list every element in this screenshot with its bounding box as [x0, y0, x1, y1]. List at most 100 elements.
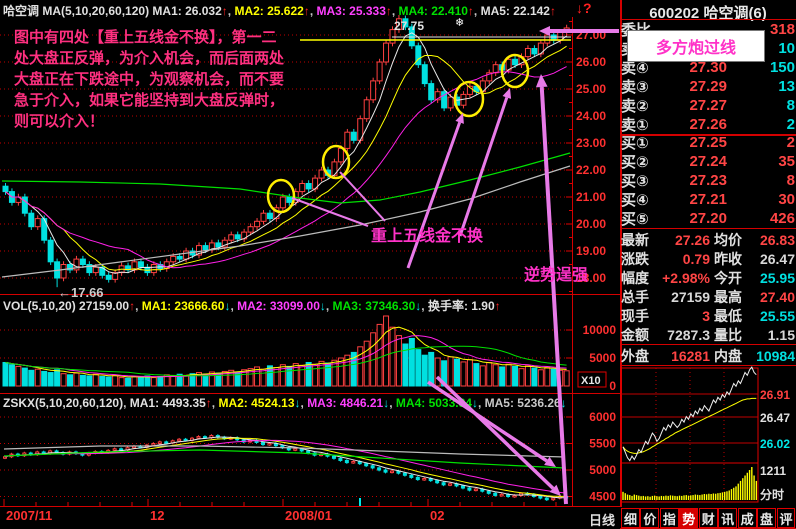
- level-volume: 35: [778, 153, 795, 170]
- buy-row[interactable]: 买③ 27.23 8: [621, 171, 795, 190]
- level-volume: 13: [778, 78, 795, 95]
- note-line: 则可以介入！: [14, 113, 105, 130]
- bottom-tab-bar: 细价指势财讯成盘评: [621, 508, 796, 528]
- level-label: 买③: [621, 173, 649, 190]
- stats-row: 最新 27.26 均价 26.83: [621, 230, 795, 249]
- price-tick-label: 19.00: [576, 244, 606, 258]
- buy-row[interactable]: 买② 27.24 35: [621, 152, 795, 171]
- cannon-annotation-label: 多方炮过线: [655, 40, 736, 57]
- stat-value: 3: [702, 307, 710, 324]
- up-arrow-icon: ↑: [385, 4, 392, 18]
- sell-buy-separator: [620, 134, 796, 136]
- ma-value: MA4: 22.410: [398, 4, 468, 18]
- price-tick-label: 21.00: [576, 190, 606, 204]
- price-tick-label: 20.00: [576, 217, 606, 231]
- note-line: 处大盘正反弹，为介入机会，而后面两处: [14, 50, 285, 67]
- stats-row: 涨跌 0.79 昨收 26.47: [621, 249, 795, 268]
- stock-title: 600202 哈空调(6): [649, 5, 767, 22]
- main-chart-header: 哈空调 MA(5,10,20,60,120) MA1: 26.032↑, MA2…: [3, 4, 556, 18]
- alert-icon: ↓?: [576, 0, 592, 16]
- stat-value: 27.40: [759, 288, 795, 305]
- price-tick-label: 25.00: [576, 82, 606, 96]
- down-arrow-icon: ↓: [294, 396, 301, 410]
- price-tick-label: 22.00: [576, 163, 606, 177]
- tab-讯[interactable]: 讯: [718, 508, 738, 528]
- stat-value: 0.79: [682, 250, 710, 267]
- index-tick-label: 5000: [589, 463, 616, 477]
- ma-value: MA3: 37346.30: [332, 299, 416, 313]
- stats-row: 幅度 +2.98% 今开 25.95: [621, 268, 795, 287]
- price-axis-line: [572, 17, 573, 506]
- level-label: 买①: [621, 135, 649, 152]
- stat-label: 昨收: [714, 250, 742, 267]
- tab-指[interactable]: 指: [659, 508, 679, 528]
- volume-zero-label: 0: [609, 379, 616, 393]
- buy-row[interactable]: 买⑤ 27.20 426: [621, 209, 795, 228]
- inout-chart-separator: [620, 365, 796, 366]
- ma-value: MA3: 4846.21: [307, 396, 384, 410]
- up-arrow-icon: ↑: [221, 4, 228, 18]
- up-arrow-icon: ↑: [303, 4, 310, 18]
- period-label[interactable]: 日线: [589, 513, 616, 528]
- tab-细[interactable]: 细: [621, 508, 640, 528]
- volume-multiplier-label: X10: [581, 375, 601, 387]
- date-label: 02: [430, 508, 444, 523]
- level-price: 27.25: [689, 134, 727, 151]
- ma-value: MA2: 25.622: [234, 4, 304, 18]
- sell-row[interactable]: 卖② 27.27 8: [621, 96, 795, 115]
- stat-label: 今开: [714, 269, 742, 286]
- vol-pane-separator: [0, 294, 620, 295]
- note-line: 急于介入，如果它能坚持到大盘反弹时，: [14, 92, 285, 109]
- tab-盘[interactable]: 盘: [757, 508, 776, 528]
- sell-row[interactable]: 卖③ 27.29 13: [621, 77, 795, 96]
- ma-value: MA1: 4493.35: [129, 396, 206, 410]
- intraday-axis-label: 26.91: [760, 388, 791, 402]
- low-price-label: ←17.66: [58, 285, 104, 300]
- level-volume: 150: [769, 59, 795, 76]
- tab-财[interactable]: 财: [698, 508, 718, 528]
- index-tick-label: 6000: [589, 410, 616, 424]
- header-text: MA(5,10,20,60,120): [42, 4, 153, 18]
- tab-价[interactable]: 价: [640, 508, 660, 528]
- intraday-axis-label: 26.02: [760, 437, 791, 451]
- level-volume: 2: [786, 134, 795, 151]
- down-arrow-icon: ↓: [319, 299, 326, 313]
- volume-pane-header: VOL(5,10,20) 27159.00↑, MA1: 23666.60↓, …: [3, 299, 501, 313]
- level-price: 27.21: [689, 191, 727, 208]
- tab-成[interactable]: 成: [737, 508, 757, 528]
- tab-势[interactable]: 势: [679, 508, 699, 528]
- stat-label: 总手: [621, 288, 649, 305]
- ma-value: 换手率: 1.90: [427, 299, 495, 313]
- stat-label: 涨跌: [621, 250, 649, 267]
- sell-row[interactable]: 卖① 27.26 2: [621, 115, 795, 134]
- date-axis-line: [0, 506, 620, 507]
- stat-value: 27159: [671, 288, 710, 305]
- tab-评[interactable]: 评: [776, 508, 796, 528]
- index-pane-separator: [0, 393, 620, 394]
- level-price: 27.23: [689, 172, 727, 189]
- buy-row[interactable]: 买④ 27.21 30: [621, 190, 795, 209]
- ma-value: MA5: 22.142: [480, 4, 550, 18]
- level-label: 卖③: [621, 79, 649, 96]
- daily-chart-canvas: 27.00 26.00 25.00 24.00 23.00 22.00 21.00 20.00…: [0, 15, 616, 523]
- level-price: 27.24: [689, 153, 727, 170]
- price-tick-label: 27.00: [576, 28, 606, 42]
- level-volume: 8: [786, 97, 795, 114]
- buy-row[interactable]: 买① 27.25 2: [621, 133, 795, 152]
- sell-row[interactable]: 卖④ 27.30 150: [621, 58, 795, 77]
- level-label: 卖①: [621, 117, 649, 134]
- intraday-axis-label: 26.47: [760, 411, 791, 425]
- contra-trend-annotation: 逆势逞强: [524, 267, 589, 284]
- down-arrow-icon: ↓: [224, 299, 231, 313]
- level-label: 卖②: [621, 98, 649, 115]
- stat-value: 25.95: [759, 269, 795, 286]
- level-label: 买⑤: [621, 211, 649, 228]
- stat-label: 最高: [714, 288, 742, 305]
- stats-inout-separator: [620, 344, 796, 345]
- up-arrow-icon: ↑: [205, 396, 212, 410]
- level-price: 27.26: [689, 116, 727, 133]
- stat-label: 最新: [621, 231, 649, 248]
- stat-value: 7287.3: [667, 326, 710, 343]
- stat-label: 均价: [714, 231, 742, 248]
